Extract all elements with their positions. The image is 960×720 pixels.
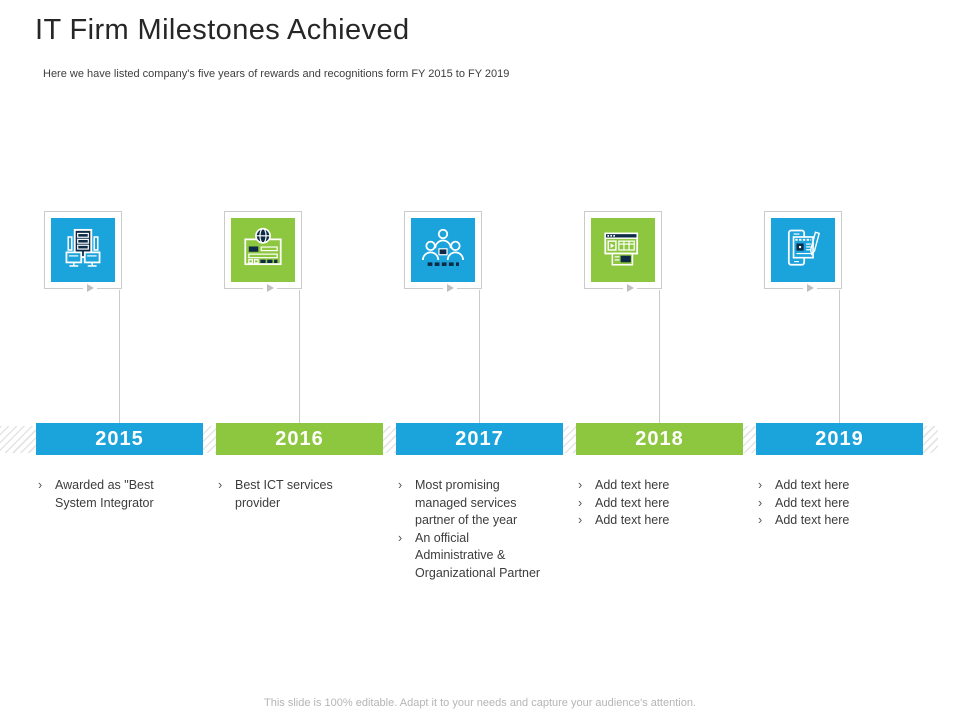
play-arrow-icon xyxy=(443,282,457,294)
bullet-item: › Add text here xyxy=(578,495,738,513)
bullet-item: › Awarded as "Best System Integrator xyxy=(38,477,198,512)
bullet-list: › Awarded as "Best System Integrator xyxy=(38,477,198,512)
bullet-item: › Best ICT services provider xyxy=(218,477,378,512)
team-icon xyxy=(411,218,475,282)
connector-line xyxy=(119,290,120,423)
timeline-column-2019: 2019 › Add text here › Add text here › Add … xyxy=(756,211,923,611)
chevron-bullet-icon: › xyxy=(758,495,763,510)
bullet-item: › Add text here xyxy=(758,477,918,495)
slide-subtitle: Here we have listed company's five years… xyxy=(43,68,510,80)
page-title: IT Firm Milestones Achieved xyxy=(35,14,410,46)
milestone-icon-frame xyxy=(44,211,122,294)
timeline-column-2016: 2016 › Best ICT services provider xyxy=(216,211,383,611)
website-globe-icon xyxy=(231,218,295,282)
play-arrow-icon xyxy=(623,282,637,294)
chevron-bullet-icon: › xyxy=(578,478,583,492)
milestone-icon-frame xyxy=(404,211,482,294)
bullet-item: › Add text here xyxy=(578,477,738,495)
year-band: 2017 xyxy=(396,423,563,455)
chevron-bullet-icon: › xyxy=(578,495,583,510)
bullet-item: › Add text here xyxy=(758,495,918,513)
play-arrow-icon xyxy=(803,282,817,294)
chevron-bullet-icon: › xyxy=(218,478,223,492)
milestone-icon-frame xyxy=(764,211,842,294)
chevron-bullet-icon: › xyxy=(578,513,583,527)
play-arrow-icon xyxy=(263,282,277,294)
bullet-item: › An official Administrative & Organizati… xyxy=(398,530,558,583)
chevron-bullet-icon: › xyxy=(398,478,403,492)
report-window-icon xyxy=(591,218,655,282)
chevron-bullet-icon: › xyxy=(758,478,763,492)
mobile-blog-icon xyxy=(771,218,835,282)
bullet-item: › Add text here xyxy=(578,512,738,530)
bullet-list: › Add text here › Add text here › Add text … xyxy=(578,477,738,530)
chevron-bullet-icon: › xyxy=(38,478,43,492)
connector-line xyxy=(299,290,300,423)
chevron-bullet-icon: › xyxy=(398,530,403,545)
year-band: 2015 xyxy=(36,423,203,455)
play-arrow-icon xyxy=(83,282,97,294)
year-band: 2019 xyxy=(756,423,923,455)
year-band: 2018 xyxy=(576,423,743,455)
bullet-item: › Add text here xyxy=(758,512,918,530)
chevron-bullet-icon: › xyxy=(758,513,763,527)
year-band: 2016 xyxy=(216,423,383,455)
timeline-column-2017: 2017 › Most promising managed services pa… xyxy=(396,211,563,611)
milestone-icon-frame xyxy=(584,211,662,294)
bullet-list: › Best ICT services provider xyxy=(218,477,378,512)
bullet-list: › Add text here › Add text here › Add text … xyxy=(758,477,918,530)
bullet-item: › Most promising managed services partner… xyxy=(398,477,558,530)
connector-line xyxy=(659,290,660,423)
connector-line xyxy=(839,290,840,423)
timeline-column-2018: 2018 › Add text here › Add text here › Add … xyxy=(576,211,743,611)
server-network-icon xyxy=(51,218,115,282)
milestone-icon-frame xyxy=(224,211,302,294)
connector-line xyxy=(479,290,480,423)
timeline-column-2015: 2015 › Awarded as "Best System Integrator xyxy=(36,211,203,611)
bullet-list: › Most promising managed services partner… xyxy=(398,477,558,582)
footer-note: This slide is 100% editable. Adapt it to… xyxy=(264,697,696,709)
